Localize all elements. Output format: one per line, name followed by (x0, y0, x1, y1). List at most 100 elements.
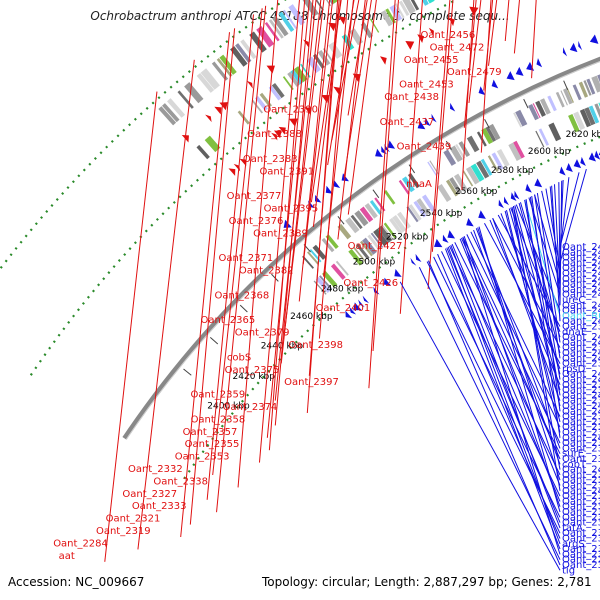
reverse-gene-label[interactable]: Oant_2451 (562, 253, 600, 264)
reverse-gene-label[interactable]: Oant_2356 (562, 412, 600, 423)
forward-gene-label[interactable]: Oant_2453 (399, 80, 454, 91)
forward-gene-label[interactable]: Oant_2353 (175, 452, 230, 463)
reverse-gene-label[interactable]: Oant_2367 (562, 507, 600, 518)
forward-gene-label[interactable]: Oant_2388 (247, 129, 302, 140)
reverse-gene-label[interactable]: Oant_2320 (562, 534, 600, 545)
reverse-gene-label[interactable]: Oant_2442 (562, 316, 600, 327)
forward-gene-label[interactable]: Oant_2395 (264, 204, 319, 215)
reverse-gene-label[interactable]: Oant_2311 (562, 560, 600, 571)
reverse-gene-label[interactable]: Oant_2454 (562, 247, 600, 258)
forward-gene-label[interactable]: Oant_2427 (348, 241, 403, 252)
reverse-gene-label[interactable]: Oant_2464 (562, 258, 600, 269)
reverse-gene-label[interactable]: Oant_2354 (562, 549, 600, 560)
reverse-gene-label[interactable]: tig (562, 565, 575, 576)
reverse-gene-label[interactable]: Oant_2452 (562, 300, 600, 311)
forward-gene-label[interactable]: Oant_2371 (219, 253, 274, 264)
forward-gene-label[interactable]: Oant_2397 (284, 377, 339, 388)
forward-gene-label[interactable]: Oant_2456 (421, 30, 476, 41)
forward-gene-label[interactable]: Oant_2438 (384, 92, 439, 103)
forward-gene-label[interactable]: Oant_2358 (191, 414, 246, 425)
reverse-gene-label[interactable]: Oant_2381 (562, 343, 600, 354)
reverse-gene-label[interactable]: Oant_2335 (562, 544, 600, 555)
forward-gene-label[interactable]: Oant_2479 (447, 67, 502, 78)
forward-gene-label[interactable]: Oant_2401 (316, 303, 371, 314)
reverse-gene-label[interactable]: Oant_2378 (562, 380, 600, 391)
forward-gene-label[interactable]: Oant_2426 (343, 278, 398, 289)
reverse-gene-label[interactable]: Oant_2450 (562, 274, 600, 285)
forward-gene-label[interactable]: Oant_2368 (215, 290, 270, 301)
reverse-gene-label[interactable]: Oant_2419 (562, 375, 600, 386)
reverse-gene-label[interactable]: Oant_2348 (562, 454, 600, 465)
reverse-gene-label[interactable]: Oant_2387 (562, 322, 600, 333)
forward-gene-label[interactable]: Oant_2389 (253, 228, 308, 239)
reverse-gene-label[interactable]: Oant_2297 (562, 555, 600, 566)
forward-gene-label[interactable]: Oant_2319 (96, 526, 151, 537)
forward-gene-label[interactable]: Oant_2321 (106, 514, 161, 525)
forward-gene-label[interactable]: Oant_2333 (132, 501, 187, 512)
reverse-gene-label[interactable]: Oant_2440 (562, 284, 600, 295)
reverse-gene-label[interactable]: Oant_2305 (562, 528, 600, 539)
reverse-gene-label[interactable]: Oant_2399 (562, 385, 600, 396)
forward-gene-label[interactable]: Oant_2379 (235, 328, 290, 339)
reverse-gene-label[interactable]: Oant_2403 (562, 369, 600, 380)
forward-gene-label[interactable]: Oant_2437 (380, 117, 435, 128)
forward-gene-label[interactable]: Oant_2359 (191, 390, 246, 401)
reverse-gene-label[interactable]: Oant_2423 (562, 279, 600, 290)
reverse-gene-label[interactable]: Oant_2364 (562, 443, 600, 454)
reverse-gene-label[interactable]: Oant_2404 (562, 465, 600, 476)
forward-gene-label[interactable]: Oant_2327 (122, 489, 177, 500)
reverse-gene-label[interactable]: Oant_2350 (562, 502, 600, 513)
reverse-gene-label[interactable]: dnaE (562, 327, 587, 338)
reverse-gene-label[interactable]: Oant_2408 (562, 348, 600, 359)
reverse-gene-label[interactable]: Oant_2313 (562, 512, 600, 523)
reverse-gene-label[interactable]: rpsD (562, 364, 586, 375)
forward-gene-label[interactable]: Oant_2332 (128, 464, 183, 475)
forward-gene-label[interactable]: Oant_2365 (201, 315, 256, 326)
reverse-gene-label[interactable]: Oant_2405 (562, 401, 600, 412)
reverse-gene-label[interactable]: ureC (562, 295, 585, 306)
reverse-gene-label[interactable]: Oant_2369 (562, 359, 600, 370)
forward-gene-label[interactable]: Oant_2377 (227, 191, 282, 202)
reverse-gene-label[interactable]: Oant_2429 (562, 337, 600, 348)
reverse-gene-label[interactable]: Oant_2366 (562, 475, 600, 486)
reverse-gene-label[interactable]: tatA (562, 523, 583, 534)
reverse-gene-label[interactable]: Oant_2394 (562, 428, 600, 439)
reverse-gene-label[interactable]: Oant_2347 (562, 481, 600, 492)
reverse-gene-label[interactable]: Oant_2425 (562, 353, 600, 364)
reverse-gene-label[interactable]: Oant_2406 (562, 486, 600, 497)
forward-gene-label[interactable]: cobS (227, 352, 251, 363)
forward-gene-label[interactable]: Oant_2355 (185, 439, 240, 450)
forward-gene-label[interactable]: aat (59, 551, 75, 562)
forward-gene-label[interactable]: Oant_2472 (430, 42, 485, 53)
forward-gene-label[interactable]: Oant_2382 (239, 266, 294, 277)
reverse-gene-label[interactable]: surE (562, 449, 584, 460)
reverse-gene-label[interactable]: Oant_2414 (562, 433, 600, 444)
forward-gene-label[interactable]: Oant_2338 (153, 476, 208, 487)
reverse-gene-label[interactable]: Oant_2349 (562, 438, 600, 449)
reverse-gene-label[interactable]: Oant_2412 (562, 332, 600, 343)
reverse-gene-label[interactable]: Oant_R0045 (562, 311, 600, 322)
forward-gene-label[interactable]: Oant_2375 (225, 365, 280, 376)
reverse-gene-label[interactable]: Oant_2400 (562, 306, 600, 317)
forward-gene-label[interactable]: Oant_2357 (183, 427, 238, 438)
forward-gene-label[interactable]: Oant_2439 (397, 142, 452, 153)
reverse-gene-label[interactable]: Oant_2431 (562, 269, 600, 280)
reverse-gene-label[interactable]: Oant_2352 (562, 422, 600, 433)
reverse-gene-label[interactable]: Oant_2413 (562, 390, 600, 401)
reverse-gene-label[interactable]: Oant_2416 (562, 290, 600, 301)
forward-gene-label[interactable]: Oant_2390 (263, 104, 318, 115)
forward-gene-label[interactable]: Oant_2383 (243, 154, 298, 165)
reverse-gene-label[interactable]: Oant_2422 (562, 406, 600, 417)
reverse-gene-label[interactable]: Oant_2334 (562, 470, 600, 481)
forward-gene-label[interactable]: nhaA (406, 179, 432, 190)
reverse-gene-label[interactable]: Oant_2331 (562, 518, 600, 529)
forward-gene-label[interactable]: Oant_2455 (404, 55, 459, 66)
reverse-gene-label[interactable]: Oant_2470 (562, 242, 600, 253)
reverse-gene-label[interactable]: Oant_2322 (562, 491, 600, 502)
reverse-gene-label[interactable]: cobT (562, 459, 587, 470)
forward-gene-label[interactable]: Oant_2374 (223, 402, 278, 413)
forward-gene-label[interactable]: Oant_2284 (53, 538, 108, 549)
forward-gene-label[interactable]: Oant_2391 (259, 166, 314, 177)
reverse-gene-label[interactable]: Oant_2380 (562, 396, 600, 407)
forward-gene-label[interactable]: Oant_2398 (288, 340, 343, 351)
